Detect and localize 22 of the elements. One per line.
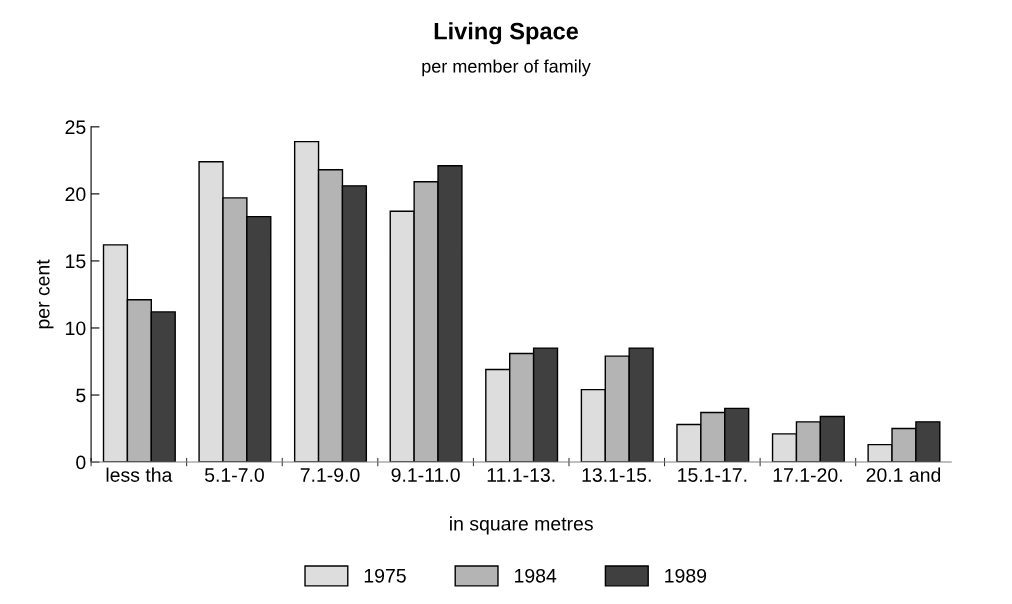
- y-tick-label: 15: [66, 254, 86, 269]
- y-tick-label: 25: [65, 120, 86, 135]
- x-tick-label: 20.1 and: [866, 467, 941, 482]
- legend-label: 1975: [364, 568, 406, 583]
- x-tick-label: 13.1-15.: [582, 468, 651, 482]
- y-tick-label: 0: [76, 455, 86, 470]
- x-tick-label: 17.1-20.: [773, 468, 842, 482]
- x-tick-label: 11.1-13.: [487, 468, 555, 482]
- y-tick-label: 10: [66, 321, 86, 336]
- y-tick-label: 20: [65, 187, 86, 202]
- x-tick-label: less tha: [106, 467, 173, 482]
- y-axis-title: per cent: [36, 259, 54, 329]
- y-tick-label: 5: [76, 388, 86, 403]
- legend-label: 1984: [515, 568, 557, 583]
- x-tick-label: 9.1-11.0: [391, 468, 460, 482]
- x-axis-title: in square metres: [450, 516, 593, 535]
- x-tick-label: 5.1-7.0: [204, 468, 264, 482]
- legend-label: 1989: [665, 568, 707, 583]
- x-tick-label: 7.1-9.0: [300, 468, 360, 482]
- x-tick-label: 15.1-17.: [678, 468, 747, 482]
- chart-subtitle: per member of family: [422, 59, 591, 77]
- chart-title: Living Space: [434, 22, 579, 45]
